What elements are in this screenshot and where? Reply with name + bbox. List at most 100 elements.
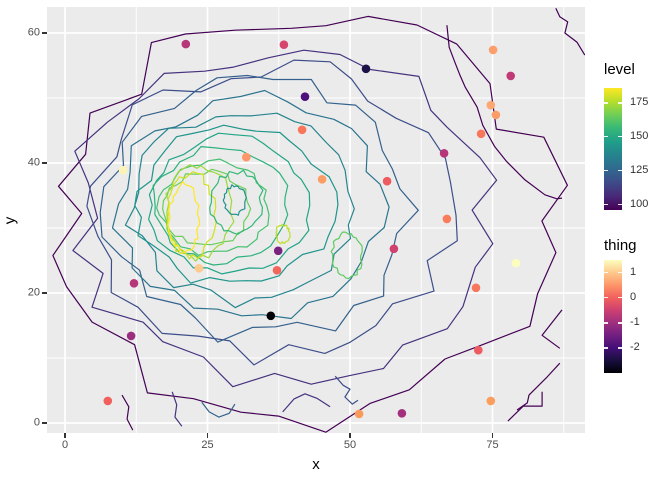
colorbar-tick bbox=[618, 347, 622, 349]
colorbar-tick bbox=[604, 271, 608, 274]
x-tick-label: 50 bbox=[343, 439, 357, 451]
data-point bbox=[511, 258, 521, 268]
colorbar-tick bbox=[604, 102, 608, 104]
y-tick-mark bbox=[42, 292, 47, 294]
colorbar-tick bbox=[604, 322, 608, 324]
data-point bbox=[389, 244, 399, 254]
data-point bbox=[317, 175, 327, 184]
x-tick-label: 0 bbox=[61, 439, 69, 451]
contour-line bbox=[162, 168, 252, 246]
data-point bbox=[382, 176, 392, 186]
colorbar-tick bbox=[618, 271, 622, 274]
data-point bbox=[118, 165, 128, 175]
contour-fragment bbox=[121, 394, 134, 431]
legend-tick-label: 150 bbox=[630, 130, 649, 143]
legend-tick-label: 1 bbox=[630, 266, 637, 279]
contour-line bbox=[148, 132, 311, 275]
data-point bbox=[442, 214, 452, 224]
contour-line bbox=[167, 171, 217, 260]
contour-line bbox=[134, 124, 339, 284]
data-point bbox=[266, 311, 276, 321]
contour-fragment bbox=[201, 401, 236, 418]
plot-panel bbox=[47, 7, 585, 433]
colorbar-tick bbox=[618, 297, 622, 299]
legend-tick-label: 125 bbox=[630, 164, 649, 177]
colorbar-tick bbox=[604, 204, 608, 206]
contour-line bbox=[165, 164, 235, 262]
contour-line bbox=[275, 224, 291, 245]
y-tick-label: 60 bbox=[27, 26, 40, 39]
data-point bbox=[297, 125, 307, 135]
contour-fragment bbox=[282, 393, 331, 413]
legend-tick-label: -1 bbox=[630, 316, 640, 329]
contour-line bbox=[156, 158, 270, 256]
data-point bbox=[273, 246, 283, 256]
contour-line bbox=[72, 49, 498, 388]
x-tick-mark bbox=[491, 433, 494, 438]
y-tick-mark bbox=[42, 32, 47, 34]
contour-fragment bbox=[171, 391, 183, 427]
colorbar-tick bbox=[618, 322, 622, 324]
legend-tick-label: 100 bbox=[630, 198, 649, 211]
y-tick-mark bbox=[42, 162, 47, 164]
colorbar-tick bbox=[604, 136, 608, 138]
data-point bbox=[491, 110, 501, 120]
legend-colorbar-thing bbox=[604, 260, 622, 373]
contour-line bbox=[152, 146, 289, 266]
data-point bbox=[471, 283, 481, 293]
legend-colorbar-level bbox=[604, 88, 622, 210]
contour-fragment bbox=[516, 362, 561, 411]
colorbar-tick bbox=[618, 136, 622, 138]
data-point bbox=[488, 45, 498, 55]
x-tick-mark bbox=[64, 433, 66, 438]
y-tick-label: 0 bbox=[33, 416, 40, 429]
contour-line bbox=[86, 59, 458, 366]
contour-line bbox=[222, 184, 247, 216]
data-point bbox=[439, 149, 449, 158]
x-tick-label: 25 bbox=[201, 439, 214, 451]
contour-line bbox=[52, 15, 568, 433]
data-point bbox=[506, 71, 515, 81]
contour-line bbox=[99, 74, 419, 343]
legend-tick-label: 175 bbox=[630, 96, 649, 109]
colorbar-tick bbox=[618, 204, 622, 206]
data-point bbox=[486, 100, 496, 110]
data-point bbox=[300, 92, 310, 101]
contour-fragment bbox=[446, 25, 563, 200]
data-point bbox=[129, 279, 139, 288]
x-tick-label: 75 bbox=[486, 439, 499, 451]
legend-tick-label: -2 bbox=[630, 341, 640, 354]
data-point bbox=[474, 345, 483, 355]
data-point bbox=[279, 40, 289, 49]
contour-line bbox=[167, 181, 201, 255]
contour-fragment bbox=[507, 391, 543, 422]
data-point bbox=[354, 409, 364, 419]
colorbar-tick bbox=[604, 297, 608, 299]
data-point bbox=[126, 331, 136, 341]
y-axis-title: y bbox=[1, 216, 19, 225]
y-tick-mark bbox=[42, 422, 47, 424]
data-point bbox=[486, 396, 496, 406]
y-tick-label: 40 bbox=[27, 156, 40, 169]
contour-line bbox=[330, 231, 363, 280]
contour-line bbox=[124, 112, 355, 309]
legend-tick-label: 0 bbox=[630, 291, 637, 304]
x-axis-title: x bbox=[312, 456, 320, 473]
legend-title-thing: thing bbox=[604, 237, 637, 254]
contour-fragment bbox=[541, 309, 563, 349]
contour-line bbox=[111, 89, 390, 320]
data-point bbox=[194, 264, 204, 273]
colorbar-tick bbox=[604, 347, 608, 349]
contour-line bbox=[209, 169, 264, 235]
colorbar-tick bbox=[618, 170, 622, 172]
contour-fragment bbox=[334, 375, 359, 405]
colorbar-tick bbox=[618, 102, 622, 104]
contour-fragment bbox=[555, 8, 585, 56]
colorbar-tick bbox=[604, 170, 608, 172]
y-tick-label: 20 bbox=[27, 286, 40, 299]
data-point bbox=[361, 64, 371, 74]
legend-title-level: level bbox=[604, 61, 635, 78]
data-point bbox=[103, 396, 113, 406]
data-point bbox=[181, 39, 191, 49]
